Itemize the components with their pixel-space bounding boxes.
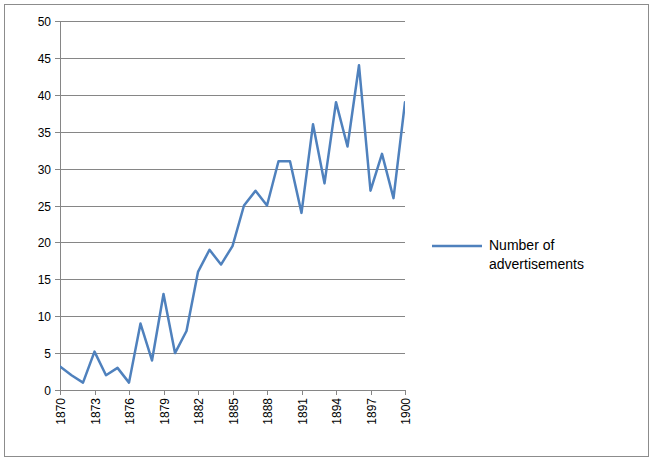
grid-line [60,206,405,207]
grid-line [60,390,405,391]
x-tick [267,390,268,395]
y-tick-label: 30 [38,163,52,177]
chart-border [5,5,649,457]
x-tick-label: 1891 [296,398,310,425]
y-tick [55,353,60,354]
data-line [60,65,405,382]
y-tick-label: 0 [44,384,51,398]
x-tick-label: 1870 [54,398,68,425]
x-tick [302,390,303,395]
grid-line [60,353,405,354]
x-tick [129,390,130,395]
x-tick-label: 1876 [123,398,137,425]
y-tick-label: 10 [38,310,52,324]
x-tick-label: 1882 [192,398,206,425]
x-tick [336,390,337,395]
y-tick [55,169,60,170]
x-tick [60,390,61,395]
y-axis [60,21,61,390]
y-tick-label: 45 [38,52,52,66]
grid-line [60,58,405,59]
grid-line [60,316,405,317]
x-tick [198,390,199,395]
grid-line [60,21,405,22]
chart-svg: 0 5 10 15 20 25 30 35 40 45 50 1870 1873 1876 1879 1882… [0,0,654,462]
chart-container: 0 5 10 15 20 25 30 35 40 45 50 1870 1873 1876 1879 1882… [0,0,654,462]
grid-line [60,279,405,280]
y-tick-label: 15 [38,273,52,287]
legend-label: Number ofadvertisements [489,237,584,272]
y-tick-label: 40 [38,89,52,103]
x-tick [233,390,234,395]
y-tick [55,242,60,243]
x-tick [371,390,372,395]
grid-line [60,95,405,96]
x-tick-label: 1885 [227,398,241,425]
y-tick-label: 20 [38,236,52,250]
legend-key [432,245,482,248]
x-tick-label: 1879 [158,398,172,425]
x-tick-label: 1888 [261,398,275,425]
x-tick-label: 1894 [330,398,344,425]
y-tick-label: 5 [44,347,51,361]
y-tick-label: 25 [38,200,52,214]
y-tick-label: 35 [38,126,52,140]
x-axis [60,390,405,391]
grid-line [60,132,405,133]
x-tick-label: 1897 [365,398,379,425]
y-tick [55,58,60,59]
y-tick [55,206,60,207]
x-tick-label: 1900 [399,398,413,425]
grid-line [60,169,405,170]
y-tick [55,21,60,22]
x-tick-label: 1873 [89,398,103,425]
y-tick [55,316,60,317]
y-tick [55,279,60,280]
y-tick [55,95,60,96]
y-tick [55,390,60,391]
plot-area [60,65,405,382]
y-tick [55,132,60,133]
x-tick [95,390,96,395]
x-tick [405,390,406,395]
y-tick-label: 50 [38,15,52,29]
x-tick [164,390,165,395]
